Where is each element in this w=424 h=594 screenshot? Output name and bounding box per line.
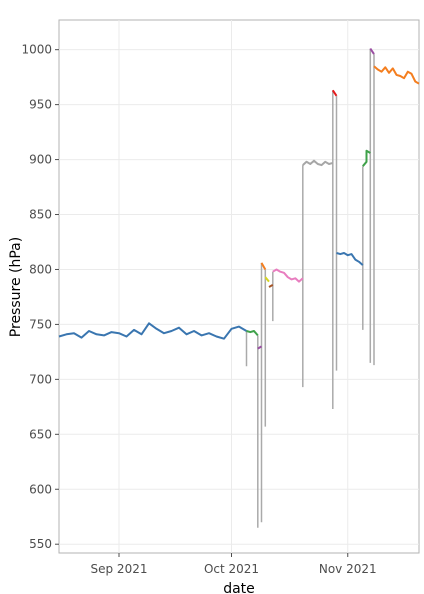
y-axis-title: Pressure (hPa) [8, 237, 24, 337]
series-line [264, 276, 270, 283]
y-tick-label: 800 [29, 262, 52, 276]
series-line [58, 322, 248, 340]
y-tick-label: 850 [29, 208, 52, 222]
series-line [257, 345, 263, 350]
series-line [272, 268, 304, 283]
y-tick-label: 750 [29, 317, 52, 331]
y-tick-label: 600 [29, 482, 52, 496]
y-tick-label: 950 [29, 98, 52, 112]
y-tick-label: 1000 [21, 43, 52, 57]
series-line [268, 284, 274, 288]
plot-panel [58, 19, 420, 554]
y-tick-label: 700 [29, 372, 52, 386]
connector-lines [245, 48, 375, 528]
series-line [369, 48, 375, 55]
y-tick-label: 650 [29, 427, 52, 441]
series-line [331, 89, 338, 97]
x-tick-label: Sep 2021 [91, 562, 148, 576]
x-tick-label: Nov 2021 [319, 562, 377, 576]
y-axis: 550 600 650 700 750 800 850 900 950 1000 [21, 43, 59, 551]
y-tick-label: 550 [29, 537, 52, 551]
grid [59, 20, 419, 553]
x-axis-title: date [223, 581, 255, 594]
series-line [362, 149, 371, 167]
series-line [373, 65, 420, 85]
series-line [336, 252, 364, 266]
y-tick-label: 900 [29, 153, 52, 167]
series-line [246, 330, 259, 337]
x-tick-label: Oct 2021 [204, 562, 259, 576]
series-line [302, 159, 334, 167]
series-lines [58, 48, 420, 350]
series-line [260, 262, 267, 270]
x-axis: Sep 2021 Oct 2021 Nov 2021 [91, 553, 377, 576]
